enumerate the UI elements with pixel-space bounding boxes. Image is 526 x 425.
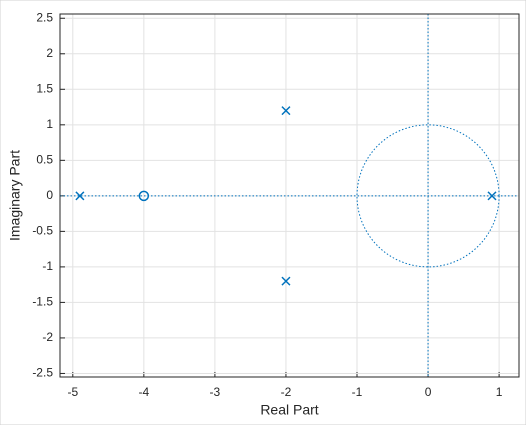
x-tick-label: 0 [425,385,432,399]
unit-circle [356,124,500,268]
x-tick-label: -1 [352,385,363,399]
axes-box [59,13,520,378]
y-tick-label: 0 [46,188,53,202]
y-tick-label: -2.5 [32,366,53,380]
y-tick-label: -2 [42,330,53,344]
y-tick-label: -1.5 [32,295,53,309]
x-tick-label: -3 [210,385,221,399]
y-tick-label: 2.5 [36,10,53,24]
x-tick-label: -2 [281,385,292,399]
y-tick-label: 2 [46,46,53,60]
y-tick-label: 1 [46,117,53,131]
pole-marker [75,191,85,201]
y-tick-label: 1.5 [36,81,53,95]
x-tick-label: -4 [139,385,150,399]
y-tick-label: -0.5 [32,224,53,238]
pole-marker [281,276,291,286]
x-axis-label: Real Part [260,402,318,418]
y-tick-label: -1 [42,259,53,273]
y-axis-label: Imaginary Part [7,150,23,241]
pole-marker [487,191,497,201]
y-tick-label: 0.5 [36,153,53,167]
zero-marker [138,190,150,202]
pole-marker [281,106,291,116]
x-tick-label: -5 [67,385,78,399]
x-tick-label: 1 [496,385,503,399]
